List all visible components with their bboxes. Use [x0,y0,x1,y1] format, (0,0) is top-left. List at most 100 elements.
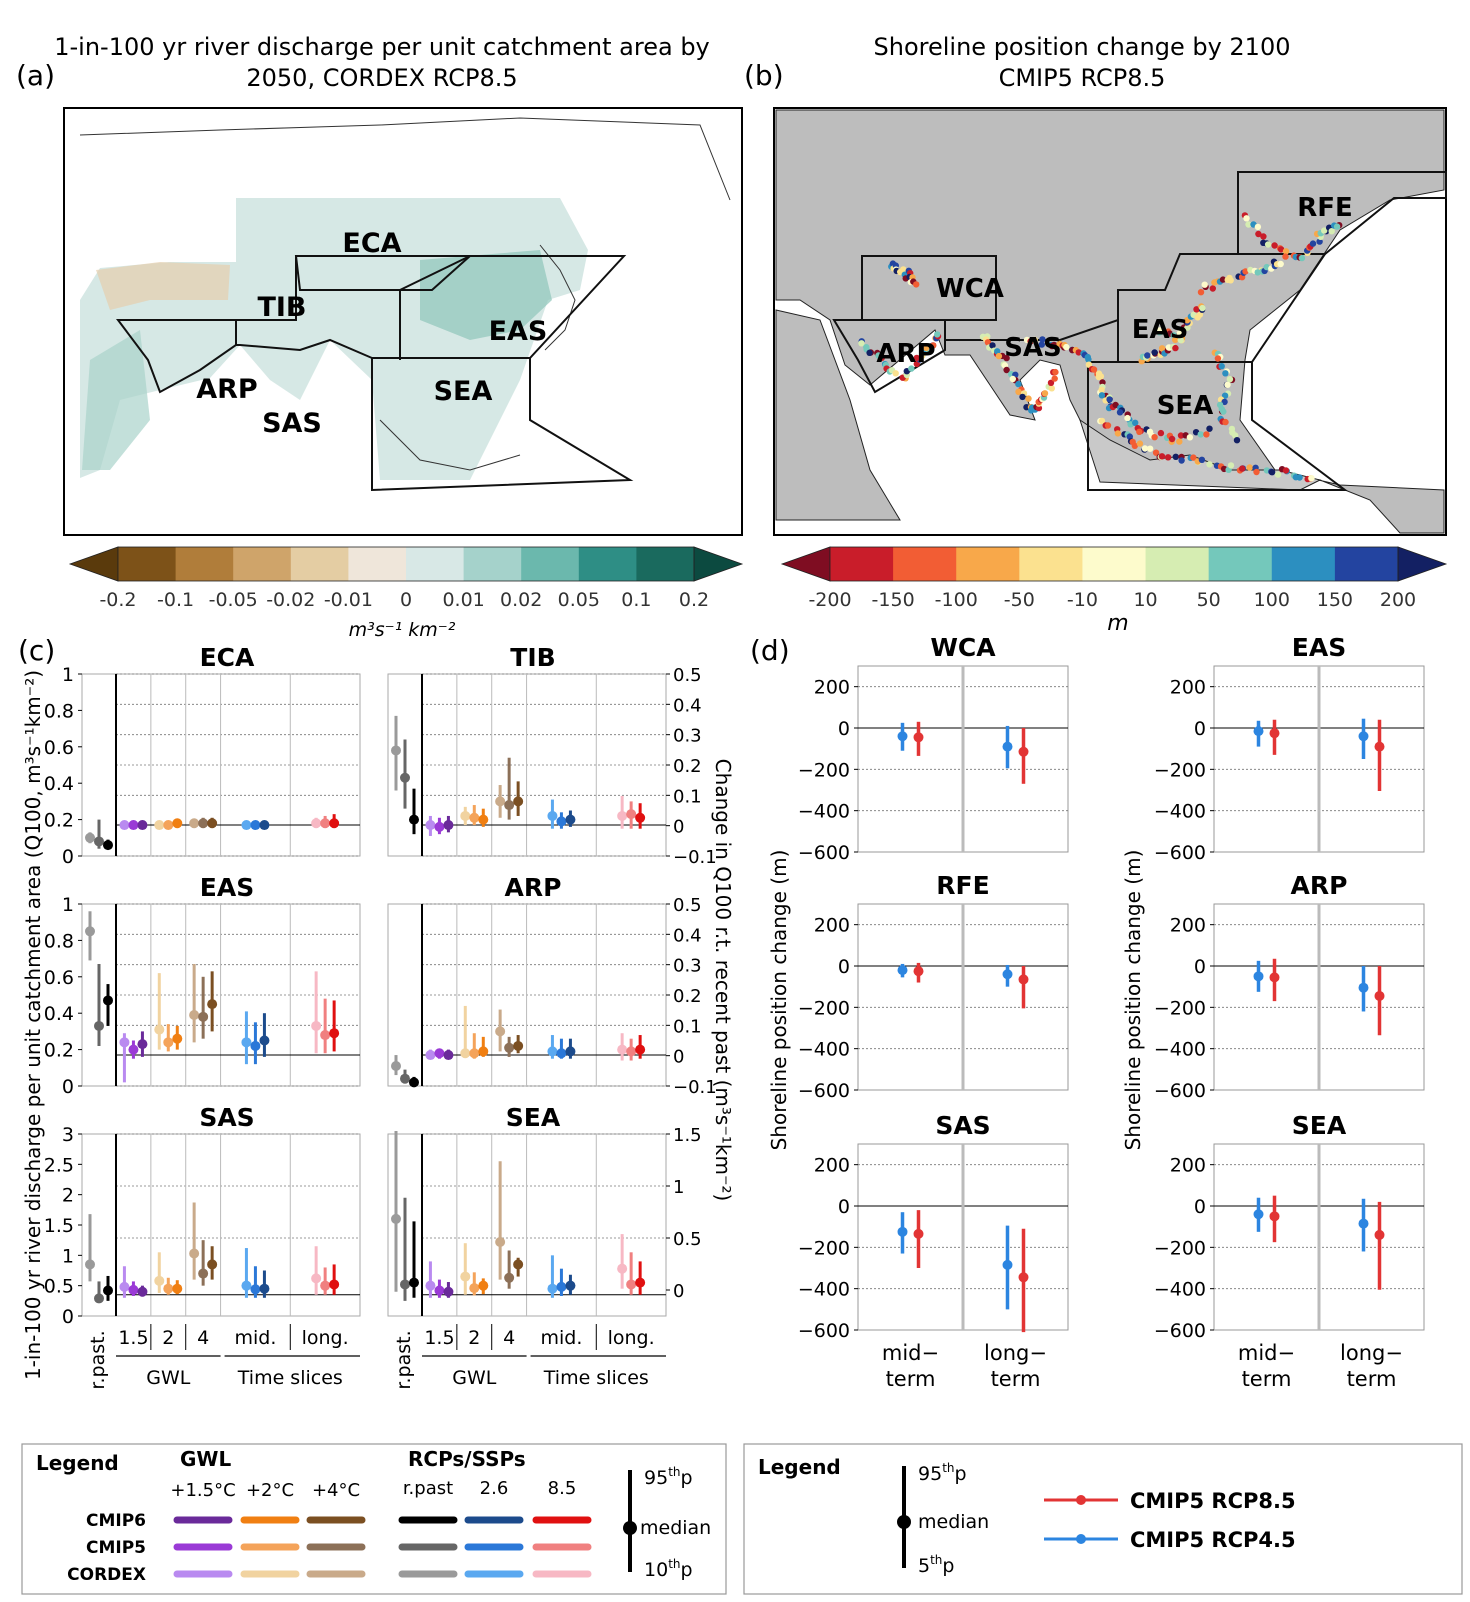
x-group-label: mid. [234,1327,276,1349]
errorbar-median [897,731,908,742]
colorbar-segment [233,547,292,581]
colorbar-segment [636,547,695,581]
region-sas-b-outline [944,318,1119,362]
legend-c-row-cmip6: CMIP6 [86,1511,146,1531]
errorbar-median [259,1283,270,1294]
legend-c-whisker-mid: median [640,1517,711,1539]
errorbar-median [897,965,908,976]
colorbar-tick-label: 0.05 [558,589,600,611]
errorbar-median [400,772,410,783]
x-group-label: r.past. [393,1330,415,1389]
x-category-label: term [886,1367,936,1391]
colorbar-segment [830,547,894,581]
legend-d-entry-rcp85: CMIP5 RCP8.5 [1130,1489,1296,1513]
subplot-title: WCA [930,633,996,662]
legend-c-gwl-header: GWL [180,1447,231,1471]
errorbar-median [1269,728,1280,739]
errorbar-median [85,1259,95,1270]
colorbar-tick-label: -200 [808,589,851,611]
legend-d-whisker-bottom: 5thp [918,1553,954,1577]
y-tick-label: −400 [1154,1279,1206,1301]
errorbar-median [556,1281,567,1292]
errorbar-median [154,1275,165,1286]
colorbar-b: -200 -150 -100 -50 -10 10 50 100 150 200 [780,546,1448,611]
x-group-label: 1.5 [424,1327,454,1349]
region-eca-outline [294,255,473,291]
x-category-label: term [991,1367,1041,1391]
errorbar-median [128,1044,139,1055]
errorbar-median [103,1285,113,1296]
errorbar-median [400,1279,410,1290]
colorbar-extend-high [693,546,744,582]
panel-label-b: (b) [744,59,784,92]
errorbar-median [198,1011,209,1022]
colorbar-tick-label: -0.01 [324,589,373,611]
errorbar-median [913,732,924,743]
colorbar-tick-label: 200 [1380,589,1416,611]
right-y-tick-label: 0 [673,1281,684,1302]
y-tick-label: −400 [798,801,850,823]
region-label-tib: TIB [257,292,306,323]
subplot-sea: SEA 0 0.5 1 1.5 r.past. 1.5 2 4 mid. long. GWL Time … [387,1103,702,1390]
y-tick-label: −200 [1154,759,1206,781]
right-y-tick-label: −0.1 [673,847,717,868]
x-group-label: 4 [503,1327,515,1349]
errorbar-median [259,820,270,831]
errorbar-median [1269,1211,1280,1222]
y-tick-label: −200 [798,1237,850,1259]
legend-c-swatches [173,1516,592,1578]
errorbar-median [320,1030,331,1041]
y-tick-label: 2.5 [44,1154,74,1176]
y-tick-label: −200 [1154,1237,1206,1259]
errorbar-median [241,820,252,831]
subplot-title: TIB [510,643,555,672]
right-y-tick-label: −0.1 [673,1077,717,1098]
errorbar-median [635,1277,646,1288]
x-category-label: mid− [1238,1341,1295,1365]
errorbar-median [495,1026,506,1037]
errorbar-median [259,1035,270,1046]
y-tick-label: 0.4 [44,1003,74,1025]
x-group-title: Time slices [237,1367,343,1389]
region-label-eca: ECA [342,228,401,259]
legend-c-whisker-bottom: 10thp [644,1557,693,1581]
errorbar-median [311,1020,322,1031]
y-tick-label: 2 [62,1185,74,1207]
errorbar-median [425,1280,436,1291]
x-group-label: mid. [540,1327,582,1349]
right-y-tick-label: 1 [673,1177,684,1198]
subplot-title: SEA [506,1103,561,1132]
errorbar-median [198,818,209,829]
map-b-title-line2: CMIP5 RCP8.5 [999,64,1166,92]
colorbar-tick-label: 0.1 [621,589,651,611]
errorbar-median [1002,969,1013,980]
shoreline-subplot-arp: ARP 200 0 −200 −400 −600 [1154,871,1425,1102]
region-label-sea: SEA [434,376,493,407]
right-y-tick-label: 0.3 [673,726,702,747]
x-category-label: long− [984,1341,1047,1365]
errorbar-median [469,1048,480,1059]
right-y-tick-label: 1.5 [673,1125,702,1146]
errorbar-median [1018,974,1029,985]
y-tick-label: −200 [798,759,850,781]
errorbar-median [94,836,104,847]
x-group-label: long. [302,1327,349,1349]
x-group-title: Time slices [543,1367,649,1389]
legend-c-title: Legend [36,1451,119,1475]
errorbar-median [1253,726,1264,737]
subplot-title: SEA [1292,1111,1347,1140]
errorbar-median [1358,1218,1369,1229]
y-tick-label: 0 [1194,956,1206,978]
shoreline-subplot-wca: WCA 200 0 −200 −400 −600 [798,633,1069,864]
y-tick-label: −600 [1154,1080,1206,1102]
subplot-arp: ARP −0.1 0 0.1 0.2 0.3 0.4 0.5 [387,873,717,1098]
errorbar-median [1002,741,1013,752]
colorbar-tick-label: 100 [1254,589,1290,611]
right-y-tick-label: 0 [673,817,684,838]
y-tick-label: 0.2 [44,810,74,832]
errorbar-median [172,1033,183,1044]
errorbar-median [85,832,95,843]
legend-c-row-cordex: CORDEX [67,1565,146,1585]
map-b: RFE WCA EAS ARP SAS SEA [773,107,1447,536]
